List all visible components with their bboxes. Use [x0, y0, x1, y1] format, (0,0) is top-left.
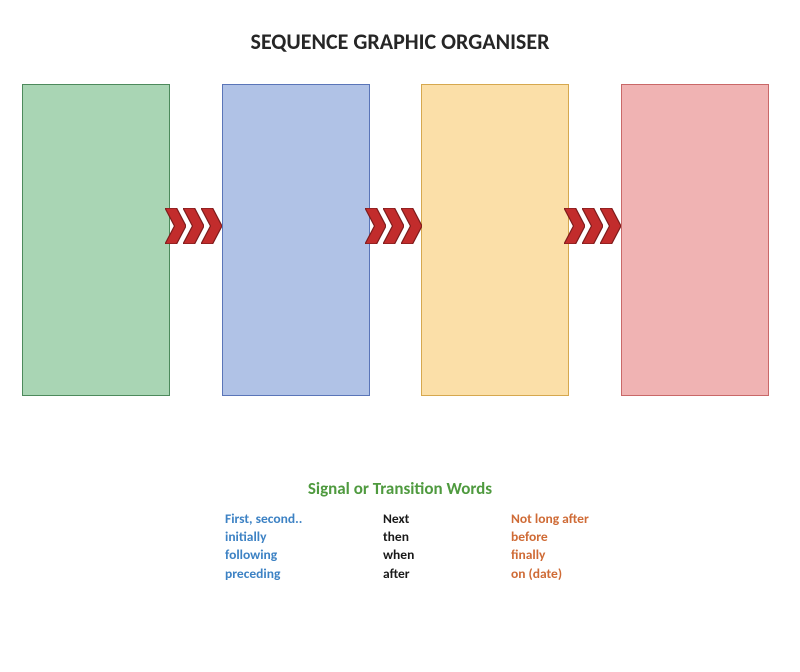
arrow-group-2: [365, 208, 422, 249]
signal-word: before: [511, 528, 661, 546]
chevron-right-icon: [401, 208, 422, 249]
signal-word: then: [383, 528, 511, 546]
chevron-right-icon: [600, 208, 621, 249]
signal-word: when: [383, 546, 511, 564]
signal-word: First, second..: [225, 510, 383, 528]
signal-word: preceding: [225, 565, 383, 583]
sequence-box-4: [621, 84, 769, 396]
sequence-box-3: [421, 84, 569, 396]
word-column-2: Nextthenwhenafter: [383, 510, 511, 583]
word-column-3: Not long afterbeforefinallyon (date): [511, 510, 661, 583]
signal-word: finally: [511, 546, 661, 564]
sequence-box-2: [222, 84, 370, 396]
signal-word: Next: [383, 510, 511, 528]
chevron-right-icon: [201, 208, 222, 249]
signal-word: initially: [225, 528, 383, 546]
sequence-box-1: [22, 84, 170, 396]
arrow-group-3: [564, 208, 621, 249]
arrow-group-1: [165, 208, 222, 249]
word-column-1: First, second..initiallyfollowingprecedi…: [225, 510, 383, 583]
signal-words-columns: First, second..initiallyfollowingprecedi…: [225, 510, 661, 583]
page-title: SEQUENCE GRAPHIC ORGANISER: [0, 28, 800, 55]
signal-word: after: [383, 565, 511, 583]
signal-words-heading: Signal or Transition Words: [200, 478, 600, 499]
signal-word: Not long after: [511, 510, 661, 528]
signal-word: following: [225, 546, 383, 564]
signal-word: on (date): [511, 565, 661, 583]
